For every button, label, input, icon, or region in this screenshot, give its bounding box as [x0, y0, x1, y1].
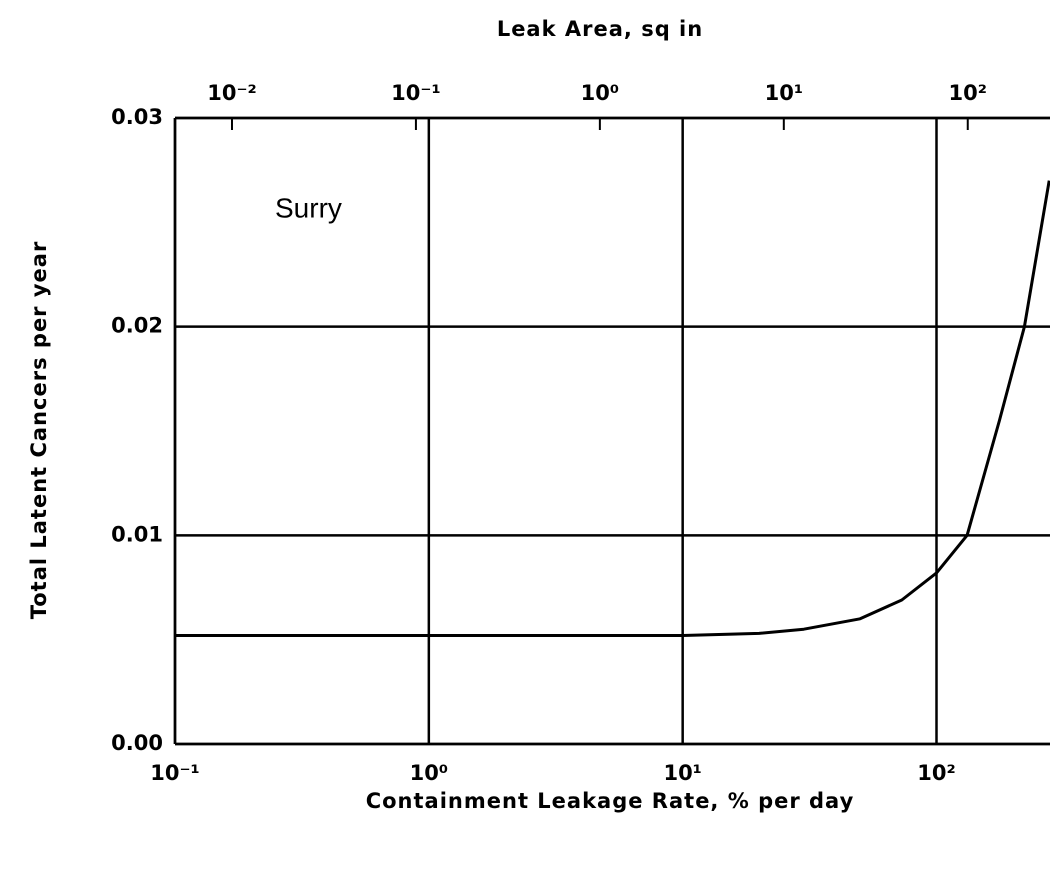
annotation: Surry: [275, 192, 342, 223]
top-axis-label: Leak Area, sq in: [497, 17, 703, 41]
top-tick-label: 10⁻²: [207, 81, 257, 105]
x-axis-label: Containment Leakage Rate, % per day: [366, 789, 855, 813]
top-tick-label: 10⁰: [581, 81, 619, 105]
x-tick-label: 10⁰: [410, 761, 448, 785]
data-line: [175, 180, 1050, 637]
y-axis-label: Total Latent Cancers per year: [27, 241, 51, 620]
y-tick-label: 0.03: [111, 105, 163, 129]
y-tick-label: 0.01: [111, 522, 163, 546]
x-tick-label: 10²: [917, 761, 955, 785]
top-tick-label: 10²: [949, 81, 987, 105]
x-tick-label: 10¹: [663, 761, 701, 785]
x-tick-label: 10⁻¹: [150, 761, 200, 785]
y-tick-label: 0.02: [111, 314, 163, 338]
y-tick-label: 0.00: [111, 731, 163, 755]
top-tick-label: 10⁻¹: [391, 81, 441, 105]
top-tick-label: 10¹: [765, 81, 803, 105]
